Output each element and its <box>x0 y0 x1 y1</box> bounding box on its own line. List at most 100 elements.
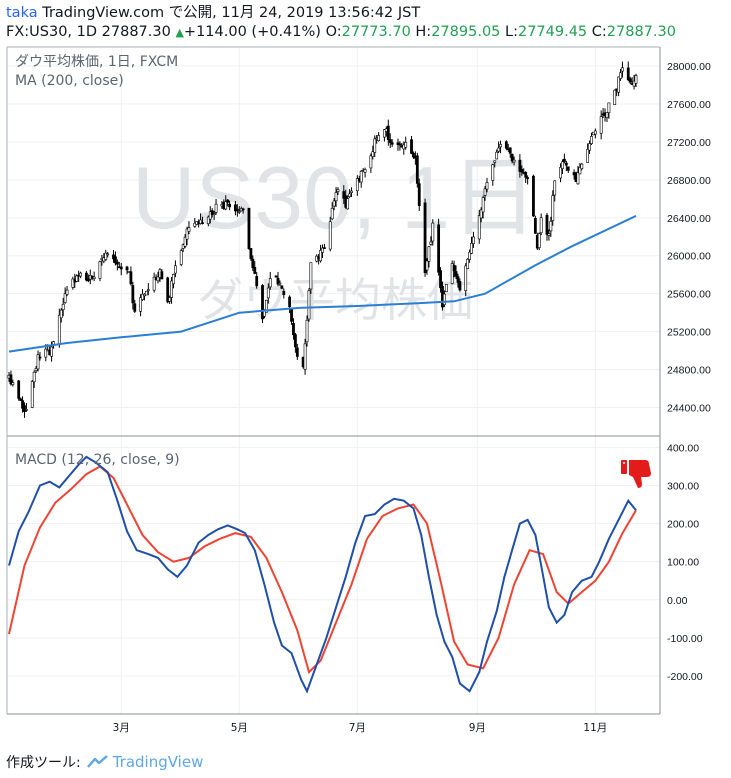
candle-body <box>485 182 489 190</box>
candlestick-series <box>7 61 638 418</box>
candle-body <box>115 261 119 265</box>
candle-body <box>330 207 334 220</box>
candle-body <box>278 282 282 285</box>
tradingview-logo-icon <box>86 755 108 768</box>
candle-body <box>170 280 173 298</box>
candle-body <box>131 285 135 304</box>
thumbs-down-icon <box>621 460 651 488</box>
candle-body <box>634 75 638 84</box>
candle-body <box>355 178 359 192</box>
candle-body <box>466 258 470 270</box>
candle-body <box>129 271 133 285</box>
candle-body <box>21 400 24 409</box>
price-tick-label: 26400.00 <box>667 213 711 225</box>
candle-body <box>398 143 402 146</box>
candle-body <box>61 303 65 310</box>
candle-body <box>280 285 284 289</box>
candle-body <box>212 213 216 216</box>
candle-body <box>437 224 441 273</box>
candle-body <box>185 228 189 240</box>
candle-body <box>255 276 259 287</box>
candle-body <box>288 296 292 308</box>
ma-legend: MA (200, close) <box>15 73 124 89</box>
candle-body <box>160 271 164 280</box>
candle-body <box>179 250 183 265</box>
candle-body <box>305 319 309 343</box>
candle-body <box>363 169 367 173</box>
macd-axis[interactable]: -200.00 -100.00 0.00 100.00 200.00 300.00 400.… <box>667 442 703 682</box>
candle-body <box>580 163 584 169</box>
candle-body <box>187 227 191 232</box>
candle-body <box>493 160 497 163</box>
candle-body <box>65 289 69 295</box>
candle-body <box>390 142 394 145</box>
macd-tick-label: 400.00 <box>667 442 699 454</box>
candle-body <box>23 405 26 413</box>
tradingview-brand-link[interactable]: TradingView <box>112 753 204 771</box>
candle-body <box>174 265 177 274</box>
candle-body <box>578 167 582 175</box>
macd-pane-bg <box>7 436 660 714</box>
candle-body <box>417 183 421 206</box>
candle-body <box>359 170 363 183</box>
candle-body <box>282 290 286 296</box>
candle-body <box>328 221 332 250</box>
price-axis[interactable]: 24400.00 24800.00 25200.00 25600.00 26000.00… <box>667 61 711 415</box>
chart-header-publish: taka TradingView.com で公開, 11月 24, 2019 1… <box>6 4 420 22</box>
low-label: L: <box>505 24 518 40</box>
candle-body <box>454 271 458 277</box>
candle-body <box>562 158 566 162</box>
candle-body <box>38 356 42 359</box>
candle-body <box>146 289 150 291</box>
high-value: 27895.05 <box>431 24 501 40</box>
candle-body <box>518 159 522 172</box>
price-tick-label: 26000.00 <box>667 251 711 263</box>
candle-body <box>348 193 351 197</box>
candle-body <box>588 143 591 151</box>
candle-body <box>412 153 415 158</box>
candle-body <box>495 151 499 160</box>
candle-body <box>497 147 501 152</box>
candle-body <box>156 276 160 282</box>
candle-body <box>452 265 456 272</box>
low-value: 27749.45 <box>517 24 588 40</box>
candle-body <box>36 354 40 370</box>
candle-body <box>481 197 485 213</box>
chart-header-ohlc: FX:US30, 1D 27887.30 ▲+114.00 (+0.41%) O… <box>6 23 676 42</box>
published-text: で公開, 11月 24, 2019 13:56:42 JST <box>168 5 421 21</box>
candle-body <box>32 371 36 383</box>
price-tick-label: 25200.00 <box>667 327 711 339</box>
candle-body <box>444 283 448 293</box>
candle-body <box>334 192 338 202</box>
candle-body <box>586 149 590 163</box>
candle-body <box>559 167 562 179</box>
candle-body <box>71 278 75 288</box>
candle-body <box>504 141 508 149</box>
candle-body <box>564 162 568 166</box>
author-link[interactable]: taka <box>6 5 38 21</box>
candle-body <box>309 262 313 290</box>
candle-body <box>510 153 514 162</box>
candle-body <box>549 221 553 232</box>
candle-body <box>566 166 570 171</box>
candle-body <box>75 275 79 282</box>
candle-body <box>605 112 609 118</box>
candle-body <box>450 263 454 284</box>
candle-body <box>346 198 350 210</box>
candle-body <box>276 277 280 285</box>
candle-body <box>383 129 386 138</box>
candle-body <box>266 287 270 299</box>
time-axis[interactable]: 3月 5月 7月 9月 11月 <box>113 722 608 734</box>
price-tick-label: 24800.00 <box>667 365 711 377</box>
candle-body <box>332 200 336 207</box>
candle-body <box>206 216 210 224</box>
candle-body <box>9 374 13 385</box>
candle-body <box>561 161 564 169</box>
candle-body <box>621 67 624 72</box>
candle-body <box>553 180 557 196</box>
candle-body <box>590 136 593 144</box>
last-price: 27887.30 <box>101 24 171 40</box>
candle-body <box>253 266 257 274</box>
chart-area[interactable]: US30, 1日 ダウ平均株価 24400.0024800.0025200.00… <box>0 44 731 742</box>
open-label: O: <box>325 24 342 40</box>
